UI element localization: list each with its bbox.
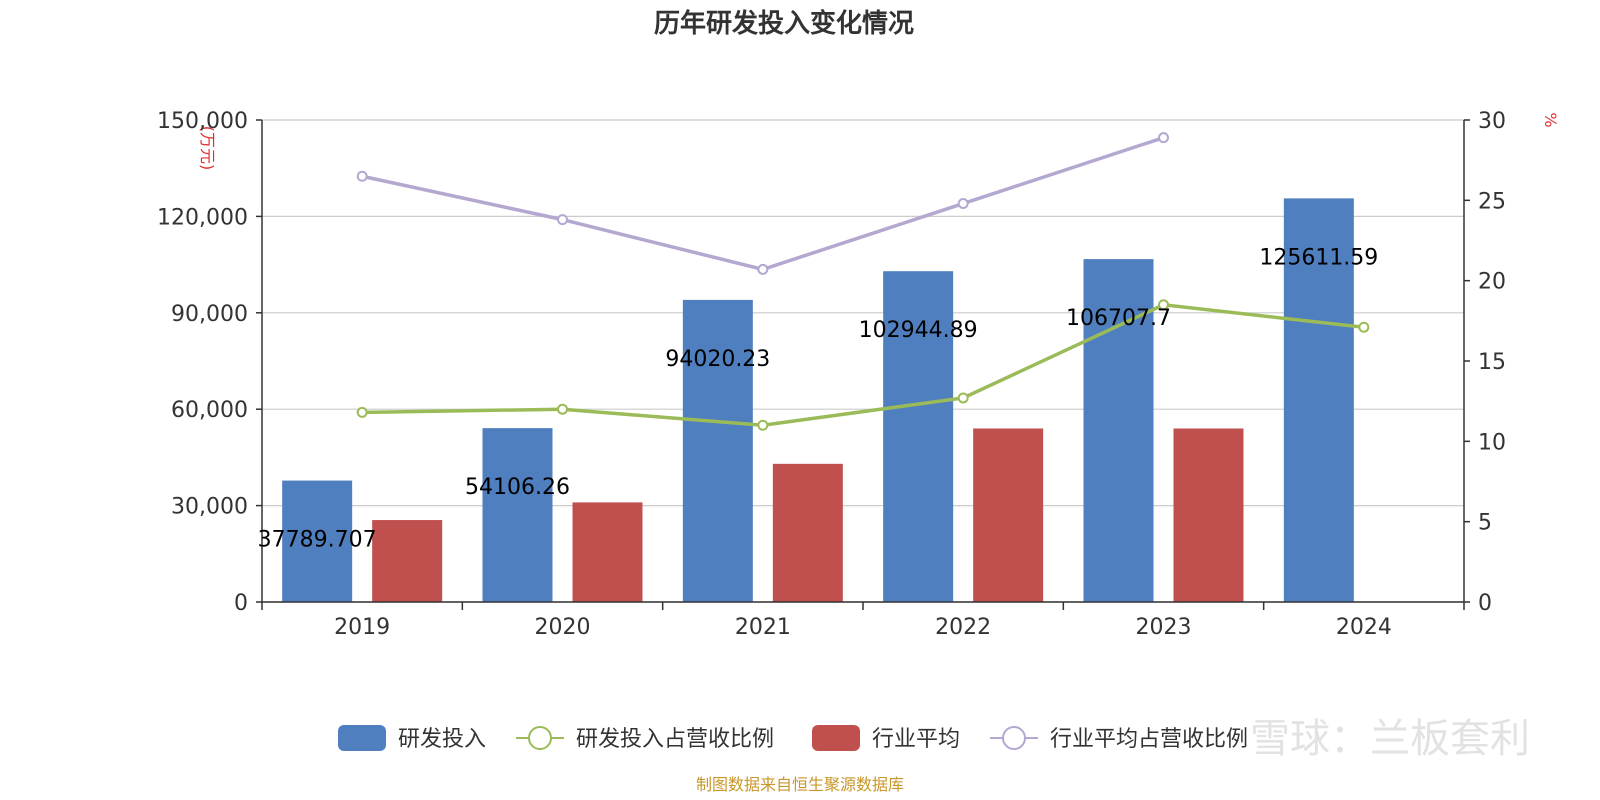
right-tick-label: 0 [1478,591,1492,616]
legend-swatch [812,725,860,751]
axes: 0 30,000 60,000 90,000 120,000 150,000 0 5 10 15 2… [157,109,1506,640]
line-point [957,198,969,210]
line-point [1158,132,1169,144]
x-tick-label: 2024 [1336,615,1392,640]
left-tick-label: 150,000 [157,109,248,134]
right-axis-unit: % [1541,112,1560,127]
right-tick-label: 25 [1478,189,1506,214]
legend-swatch [338,725,386,751]
bar-rd-investment [1283,198,1354,602]
bar-rd-investment [682,299,753,602]
line-point [1158,299,1169,311]
left-tick-label: 30,000 [171,495,248,520]
legend-marker [528,726,552,750]
right-tick-label: 20 [1478,270,1506,295]
line-point [957,392,969,404]
line-point [757,419,769,431]
legend-label: 研发投入 [398,727,486,752]
bar-value-label: 37789.707 [258,528,377,553]
line-point [356,406,368,418]
bar-value-label: 125611.59 [1259,245,1378,270]
bar-industry-average [572,502,643,602]
bar-rd-investment [883,271,954,602]
bar-value-label: 102944.89 [859,318,978,343]
legend-label: 行业平均占营收比例 [1050,727,1248,752]
line-rd-ratio [362,302,1365,428]
x-tick-label: 2019 [334,615,390,640]
x-tick-label: 2021 [735,615,791,640]
bar-industry-average [1173,428,1244,602]
data-source-note: 制图数据来自恒生聚源数据库 [696,775,904,794]
legend-label: 行业平均 [872,727,960,752]
left-tick-label: 120,000 [157,205,248,230]
right-tick-label: 10 [1478,430,1506,455]
bar-industry-average [372,520,443,602]
line-point [757,263,769,275]
bar-rd-investment [482,428,553,602]
bar-value-label: 106707.7 [1066,306,1171,331]
data-labels: 37789.707 54106.26 94020.23 102944.89 106707… [258,245,1379,552]
left-tick-label: 90,000 [171,302,248,327]
left-tick-label: 60,000 [171,398,248,423]
line-point [1358,321,1370,333]
bar-industry-average [772,463,843,602]
legend[interactable]: 研发投入 研发投入占营收比例 行业平均 行业平均占营收比例 [338,725,1248,752]
watermark: 雪球：兰板套利 [1250,716,1530,762]
bar-value-label: 54106.26 [465,475,570,500]
bar-rd-investment [282,480,353,602]
left-axis-unit: (万元) [198,126,217,171]
x-tick-label: 2022 [935,615,991,640]
x-tick-label: 2020 [535,615,591,640]
line-point [557,214,568,226]
bar-series [282,198,1354,602]
line-industry-ratio [361,136,1165,272]
line-series [356,132,1370,431]
bar-value-label: 94020.23 [665,347,770,372]
chart-title: 历年研发投入变化情况 [654,8,914,39]
line-point [356,170,368,182]
legend-label: 研发投入占营收比例 [576,727,774,752]
right-tick-label: 15 [1478,350,1506,375]
left-tick-label: 0 [234,591,248,616]
x-tick-label: 2023 [1136,615,1192,640]
bar-industry-average [973,428,1044,602]
line-point [557,403,568,415]
right-tick-label: 5 [1478,511,1492,536]
right-tick-label: 30 [1478,109,1506,134]
legend-marker [1002,726,1026,750]
